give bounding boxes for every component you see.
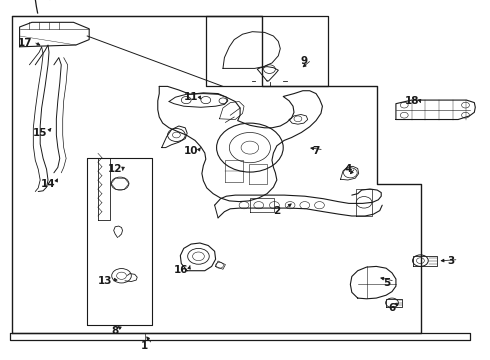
Text: 2: 2 [273,206,280,216]
Text: 3: 3 [447,256,454,266]
Text: 14: 14 [41,179,55,189]
Text: 8: 8 [112,326,119,336]
Text: 15: 15 [33,128,48,138]
Text: 17: 17 [18,38,33,48]
Text: 6: 6 [389,303,395,313]
Text: 10: 10 [184,146,198,156]
Text: 9: 9 [300,56,307,66]
Text: 16: 16 [174,265,189,275]
Text: 7: 7 [312,146,320,156]
Text: 18: 18 [404,96,419,106]
Text: 4: 4 [344,164,352,174]
Text: 5: 5 [384,278,391,288]
Text: 11: 11 [184,92,198,102]
Text: 13: 13 [98,276,113,286]
Text: 12: 12 [108,164,122,174]
Text: 1: 1 [141,341,148,351]
